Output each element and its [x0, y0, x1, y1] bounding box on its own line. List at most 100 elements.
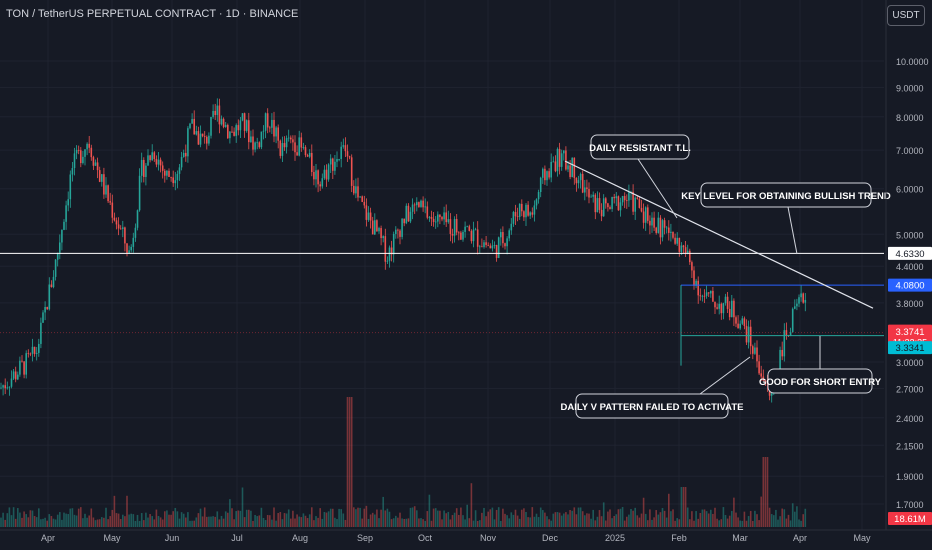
volume-bar — [680, 487, 683, 527]
volume-bar — [80, 507, 82, 527]
volume-bar — [340, 509, 342, 527]
volume-bar — [0, 517, 2, 527]
candle-body — [512, 211, 515, 224]
candle-body — [611, 196, 613, 209]
candle-body — [647, 207, 649, 221]
volume-bar — [84, 513, 86, 527]
volume-bar — [489, 509, 492, 527]
currency-button[interactable]: USDT — [887, 5, 925, 26]
candle-body — [472, 229, 475, 242]
volume-bar — [476, 520, 479, 527]
candle-body — [705, 292, 708, 296]
volume-bar — [594, 520, 597, 527]
volume-bar — [103, 517, 105, 527]
candle-body — [726, 296, 729, 309]
volume-bar — [279, 512, 282, 527]
volume-bar — [292, 510, 294, 527]
volume-bar — [401, 518, 403, 527]
volume-bar — [233, 519, 235, 527]
volume-bar — [174, 507, 177, 527]
volume-bar — [208, 516, 210, 527]
daily-resistance-trendline[interactable] — [564, 160, 874, 309]
candle-body — [151, 152, 153, 161]
volume-bar — [185, 517, 187, 527]
volume-bar — [365, 505, 368, 527]
short-entry-annotation-box[interactable] — [767, 368, 873, 394]
volume-bar — [460, 507, 462, 527]
candle-body — [94, 162, 97, 166]
volume-bar — [44, 517, 46, 527]
candle-body — [682, 245, 685, 248]
volume-bar — [203, 507, 206, 527]
price-levels — [0, 252, 884, 366]
candle-body — [31, 346, 34, 354]
volume-bar — [283, 513, 286, 527]
candle-body — [724, 296, 727, 304]
v-pattern-annotation-label: DAILY V PATTERN FAILED TO ACTIVATE — [561, 402, 744, 413]
volume-bar — [686, 507, 689, 527]
volume-bar — [560, 515, 563, 527]
volume-bar — [779, 516, 781, 527]
volume-bar — [716, 518, 718, 527]
candle-body — [115, 220, 118, 225]
v-pattern-annotation-box[interactable] — [575, 393, 729, 419]
candle-body — [67, 199, 69, 206]
volume-bar — [98, 519, 101, 527]
volume-bar — [546, 516, 548, 527]
trendline-annotation-box[interactable] — [590, 134, 690, 160]
candle-body — [29, 353, 32, 355]
volume-bar — [19, 512, 21, 527]
key-level-annotation-box[interactable] — [700, 182, 872, 208]
candle-body — [107, 185, 109, 202]
candle-body — [136, 210, 139, 228]
volume-bar — [92, 517, 95, 527]
volume-bar — [239, 510, 242, 527]
volume-bar — [166, 510, 168, 527]
volume-bar — [6, 513, 9, 527]
candle-body — [258, 142, 261, 148]
volume-bar — [122, 514, 124, 527]
price-axis[interactable]: 1.7000 1.9000 2.1500 2.4000 2.7000 3.0000 3.80… — [896, 57, 929, 510]
candle-body — [506, 238, 508, 247]
candle-body — [214, 110, 216, 116]
price-tick-label: 6.0000 — [896, 185, 924, 195]
volume-bar — [96, 519, 99, 527]
candle-body — [714, 301, 716, 308]
volume-bar — [317, 517, 319, 527]
candle-body — [672, 231, 674, 238]
candle-body — [680, 245, 683, 252]
volume-bar — [4, 519, 6, 527]
volume-bar — [773, 515, 775, 527]
candle-body — [586, 187, 588, 189]
candle-body — [533, 205, 536, 215]
volume-bar — [619, 508, 622, 527]
volume-bar — [218, 519, 221, 527]
candle-body — [598, 198, 601, 210]
volume-bar — [699, 513, 702, 527]
volume-bar — [691, 511, 693, 527]
candle-body — [306, 155, 309, 157]
time-axis[interactable]: Apr May Jun Jul Aug Sep Oct Nov Dec 2025 Feb Mar Apr… — [41, 533, 871, 543]
candle-body — [363, 201, 366, 206]
candle-body — [531, 212, 534, 215]
volume-bar — [739, 520, 741, 527]
volume-bar — [697, 518, 699, 527]
volume-bar — [260, 507, 263, 527]
volume-bar — [485, 516, 487, 527]
volume-bar — [491, 507, 494, 527]
volume-bar — [363, 508, 366, 527]
volume-bar — [220, 515, 223, 527]
candle-body — [124, 227, 126, 244]
candle-body — [27, 353, 30, 354]
volume-bar — [563, 513, 565, 527]
candle-body — [203, 136, 206, 137]
level-4-0800-badge-bg — [888, 278, 932, 292]
volume-bar — [682, 487, 685, 527]
candle-body — [617, 196, 620, 211]
price-tick-label: 7.0000 — [896, 146, 924, 156]
volume-bar — [245, 509, 248, 527]
candle-body — [40, 322, 42, 344]
price-tick-label: 10.0000 — [896, 57, 929, 67]
volume-bar — [533, 516, 536, 527]
